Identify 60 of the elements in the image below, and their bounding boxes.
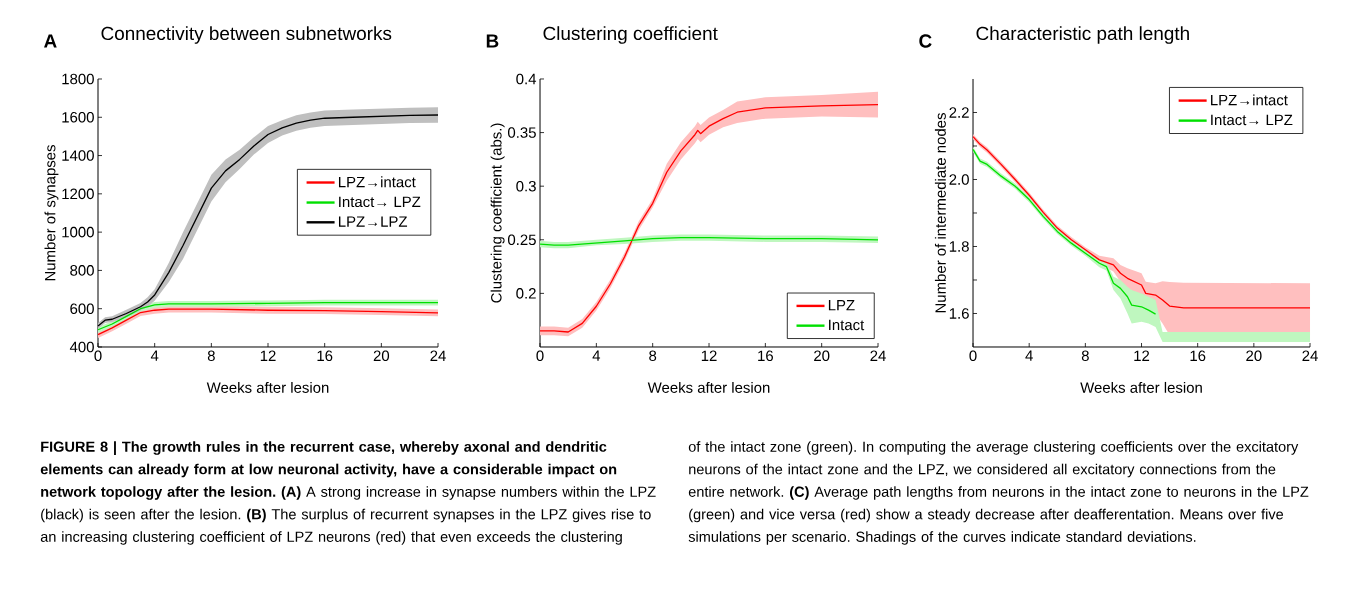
x-tick-label: 24 xyxy=(430,350,446,361)
x-tick-label: 12 xyxy=(260,350,276,361)
chart-title: Connectivity between subnetworks xyxy=(101,26,392,44)
x-tick-label: 24 xyxy=(870,350,886,361)
chart-title: Clustering coefficient xyxy=(543,26,718,44)
y-axis-title: Number of synapses xyxy=(44,145,59,281)
legend-label: Intact→ LPZ xyxy=(339,196,421,208)
legend-label: LPZ→intact xyxy=(1211,94,1288,106)
y-tick-label: 1.8 xyxy=(949,241,969,252)
y-tick-label: 400 xyxy=(69,341,94,353)
x-axis-title: Weeks after lesion xyxy=(1080,381,1202,393)
legend-label: LPZ xyxy=(828,300,855,311)
x-tick-label: 8 xyxy=(207,350,215,362)
x-tick-label: 16 xyxy=(317,350,333,362)
x-tick-label: 20 xyxy=(373,350,390,362)
x-tick-label: 20 xyxy=(814,350,830,362)
y-tick-label: 800 xyxy=(70,265,94,276)
x-tick-label: 16 xyxy=(1190,350,1206,362)
legend-label: LPZ→intact xyxy=(338,176,416,188)
y-axis-title: Clustering coefficient (abs.) xyxy=(490,123,505,303)
y-tick-label: 2.2 xyxy=(949,107,969,118)
x-tick-label: 4 xyxy=(1025,350,1033,361)
x-tick-label: 0 xyxy=(536,350,544,362)
y-tick-label: 1200 xyxy=(62,188,94,200)
y-tick-label: 1600 xyxy=(62,111,94,123)
x-tick-label: 4 xyxy=(592,350,601,361)
x-tick-label: 20 xyxy=(1246,350,1262,362)
y-tick-label: 0.4 xyxy=(516,73,537,85)
y-tick-label: 600 xyxy=(70,303,94,314)
text: A xyxy=(44,34,57,48)
y-axis-title: Number of intermediate nodes xyxy=(934,113,946,313)
y-tick-label: 1.6 xyxy=(949,308,969,319)
y-tick-label: 0.25 xyxy=(507,234,536,246)
x-tick-label: 24 xyxy=(1302,350,1318,361)
y-tick-label: 0.3 xyxy=(516,180,536,192)
x-tick-label: 16 xyxy=(758,350,773,362)
chart-title: Characteristic path length xyxy=(976,26,1189,44)
x-axis-title: Weeks after lesion xyxy=(647,381,770,393)
x-tick-label: 8 xyxy=(1081,350,1089,362)
text: FIGURE 8 | The growth rules in the recurrent case, whereby axonal and dendritic elements can already form at low neuronal activity, have a considerable impact on network topology after the lesion. (A) A strong increase in synapse numbers within the LPZ (black) is seen after the lesion. (B) The surplus of recurrent synapses in the LPZ gives rise to an increasing clustering coefficient of LPZ neurons (red) that even exceeds the clustering xyxy=(40,441,656,545)
y-tick-label: 1000 xyxy=(62,226,94,238)
y-tick-label: 0.2 xyxy=(516,288,536,299)
x-tick-label: 0 xyxy=(969,350,977,362)
y-tick-label: 1800 xyxy=(62,73,94,85)
text: B xyxy=(486,34,499,48)
x-tick-label: 8 xyxy=(649,350,657,362)
y-tick-label: 2.0 xyxy=(949,174,969,185)
legend-label: Intact xyxy=(829,319,865,331)
x-tick-label: 4 xyxy=(150,350,159,361)
x-tick-label: 12 xyxy=(1134,350,1150,361)
text: of the intact zone (green). In computing the average clustering coefficients over the excitatory neurons of the intact zone and the LPZ, we considered all excitatory connections from the entire network. (C) Average path lengths from neurons in the intact zone to neurons in the LPZ (green) and vice versa (red) show a steady decrease after deafferentation. Means over five simulations per scenario. Shadings of the curves indicate standard deviations. xyxy=(688,441,1309,545)
legend-label: Intact→ LPZ xyxy=(1211,114,1293,126)
legend-label: LPZ→LPZ xyxy=(338,216,408,227)
line-series xyxy=(972,148,1157,315)
x-tick-label: 0 xyxy=(94,350,102,362)
x-axis-title: Weeks after lesion xyxy=(206,381,329,393)
text: C xyxy=(919,34,932,48)
y-tick-label: 0.35 xyxy=(507,127,536,138)
x-tick-label: 12 xyxy=(701,350,717,361)
y-tick-label: 1400 xyxy=(62,150,94,161)
